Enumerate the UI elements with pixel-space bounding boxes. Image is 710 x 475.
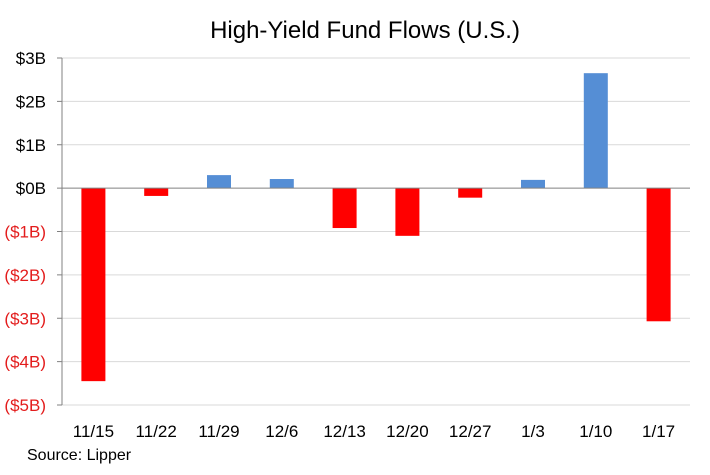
x-tick-label: 1/3 (521, 422, 545, 441)
axes (57, 57, 690, 406)
bar-12-13 (332, 188, 357, 229)
bars (81, 73, 671, 382)
y-tick-label: ($3B) (4, 309, 46, 328)
bar-11-15 (81, 188, 106, 382)
x-tick-label: 11/22 (136, 422, 177, 441)
bar-1-17 (646, 188, 671, 322)
y-tick-label: $1B (16, 136, 46, 155)
chart-title: High-Yield Fund Flows (U.S.) (210, 17, 520, 44)
x-tick-label: 12/27 (449, 422, 492, 441)
y-tick-label: ($1B) (4, 223, 46, 242)
x-tick-label: 12/13 (323, 422, 366, 441)
bar-12-27 (458, 188, 483, 198)
y-tick-label: ($2B) (4, 266, 46, 285)
bar-12-20 (395, 188, 420, 236)
source-note: Source: Lipper (27, 447, 132, 464)
x-tick-label: 1/17 (642, 422, 675, 441)
x-tick-label: 11/15 (73, 422, 114, 441)
y-tick-label: $3B (16, 49, 46, 68)
gridlines (62, 57, 690, 406)
x-tick-labels: 11/15 11/22 11/29 12/6 12/13 12/20 12/27 1/3 1/1… (73, 422, 675, 441)
y-tick-label: ($4B) (4, 353, 46, 372)
x-tick-label: 12/6 (265, 422, 298, 441)
bar-12-6 (269, 179, 294, 189)
y-tick-label: $2B (16, 92, 46, 111)
x-tick-label: 12/20 (386, 422, 429, 441)
y-tick-labels: $3B $2B $1B $0B ($1B) ($2B) ($3B) ($4B) ($5B) (4, 49, 46, 415)
bar-1-10 (583, 73, 608, 189)
bar-1-3 (521, 179, 545, 189)
y-tick-label: ($5B) (4, 396, 46, 415)
bar-11-22 (144, 188, 169, 196)
bar-11-29 (207, 175, 231, 189)
x-tick-label: 1/10 (579, 422, 612, 441)
x-tick-label: 11/29 (198, 422, 239, 441)
y-tick-label: $0B (16, 179, 46, 198)
